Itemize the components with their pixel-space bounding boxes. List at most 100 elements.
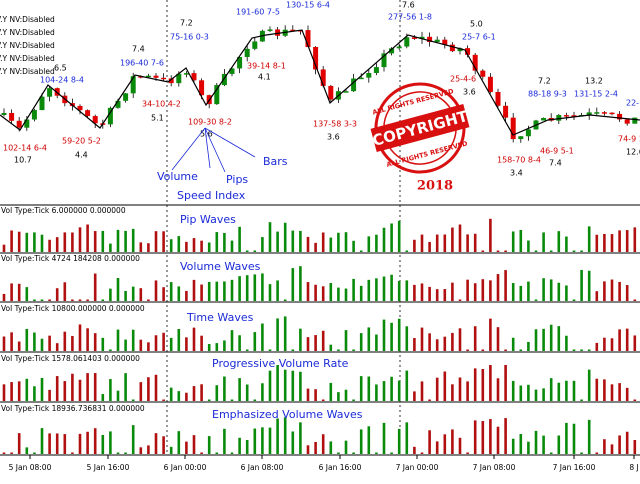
- volume-bar: [78, 324, 82, 351]
- volume-bar: [238, 226, 241, 252]
- volume-bar: [154, 231, 158, 252]
- annotation: Pips: [226, 173, 248, 186]
- panel-header: Vol Type:Tick 4724 184208 0.000000: [1, 254, 140, 263]
- volume-bar: [321, 434, 325, 454]
- volume-bar: [139, 288, 143, 301]
- volume-bar: [215, 343, 219, 351]
- volume-bar: [291, 431, 295, 454]
- volume-bar: [93, 428, 97, 454]
- volume-bar: [162, 332, 165, 351]
- volume-bar: [63, 282, 67, 301]
- volume-bar: [321, 399, 325, 401]
- volume-bar: [329, 283, 333, 301]
- volume-bar: [610, 444, 614, 454]
- candle-body: [214, 85, 220, 105]
- volume-bar: [314, 389, 317, 401]
- volume-bar: [207, 242, 211, 252]
- volume-bar: [78, 379, 82, 401]
- volume-bar: [200, 452, 203, 454]
- volume-bar: [504, 349, 507, 351]
- volume-bar: [413, 284, 416, 301]
- volume-bar: [283, 222, 287, 252]
- volume-bar: [276, 231, 279, 252]
- wave-label: 13.2: [585, 77, 603, 86]
- volume-bar: [580, 452, 583, 454]
- volume-bar: [473, 368, 477, 401]
- volume-bar: [162, 399, 165, 401]
- volume-bar: [245, 275, 249, 301]
- candle-body: [373, 67, 379, 74]
- volume-bar: [413, 391, 416, 401]
- volume-bar: [215, 281, 219, 301]
- candle-body: [107, 107, 113, 125]
- annotation-pointer: [171, 127, 206, 171]
- volume-bar: [131, 329, 135, 351]
- volume-bar: [33, 332, 36, 351]
- volume-bar: [306, 282, 310, 301]
- volume-bar: [93, 373, 97, 401]
- volume-bar: [496, 250, 500, 252]
- volume-bar: [435, 377, 439, 401]
- volume-bar: [504, 418, 507, 454]
- candle-body: [161, 77, 167, 80]
- volume-bar: [375, 452, 378, 454]
- status-line: V.Y NV:Disabled: [0, 28, 55, 37]
- volume-bar: [245, 349, 249, 351]
- volume-bar: [519, 385, 523, 401]
- volume-bar: [618, 329, 621, 351]
- volume-bar: [352, 278, 355, 301]
- candle-body: [85, 110, 91, 117]
- volume-bar: [17, 341, 21, 351]
- volume-bar: [25, 328, 29, 351]
- volume-bar: [215, 452, 219, 454]
- volume-bar: [238, 335, 241, 351]
- volume-bar: [587, 369, 591, 401]
- volume-bar: [557, 382, 561, 401]
- volume-bar: [359, 250, 363, 252]
- volume-bar: [481, 368, 485, 401]
- volume-bar: [185, 441, 188, 454]
- wave-label: 7.2: [180, 19, 193, 28]
- volume-bar: [169, 337, 173, 351]
- volume-bar: [86, 431, 89, 454]
- volume-bar: [314, 242, 317, 252]
- volume-bar: [504, 270, 507, 301]
- volume-bar: [147, 342, 150, 351]
- annotation-pointer: [204, 127, 226, 173]
- volume-bar: [268, 349, 272, 351]
- volume-bar: [557, 282, 561, 301]
- volume-bar: [154, 433, 158, 454]
- volume-bar: [230, 240, 234, 252]
- candle-body: [229, 68, 235, 74]
- volume-bar: [549, 279, 553, 301]
- volume-bar: [466, 234, 469, 252]
- time-label: 5 Jan 08:00: [9, 463, 52, 472]
- volume-bar: [33, 299, 36, 301]
- candle-body: [24, 119, 30, 128]
- volume-bar: [466, 381, 469, 401]
- candle-body: [624, 119, 630, 124]
- volume-bar: [109, 288, 112, 301]
- volume-bar: [261, 323, 264, 351]
- wave-label: 104-24 8-4: [40, 76, 84, 85]
- volume-bar: [367, 327, 371, 351]
- volume-bar: [489, 280, 492, 301]
- volume-bar: [40, 299, 44, 301]
- volume-bar: [496, 274, 500, 301]
- volume-bar: [283, 299, 287, 301]
- volume-bar: [321, 286, 325, 301]
- volume-bar: [93, 273, 97, 301]
- volume-bar: [435, 289, 439, 301]
- annotation: Bars: [263, 155, 288, 168]
- volume-bar: [382, 227, 386, 252]
- candle-body: [39, 96, 45, 111]
- volume-bar: [192, 327, 196, 351]
- volume-bar: [466, 452, 469, 454]
- volume-bar: [625, 387, 629, 401]
- volume-bar: [549, 452, 553, 454]
- candle-body: [396, 46, 402, 49]
- volume-bar: [489, 218, 492, 252]
- volume-bar: [48, 299, 51, 301]
- volume-bar: [177, 329, 181, 351]
- volume-bar: [337, 452, 340, 454]
